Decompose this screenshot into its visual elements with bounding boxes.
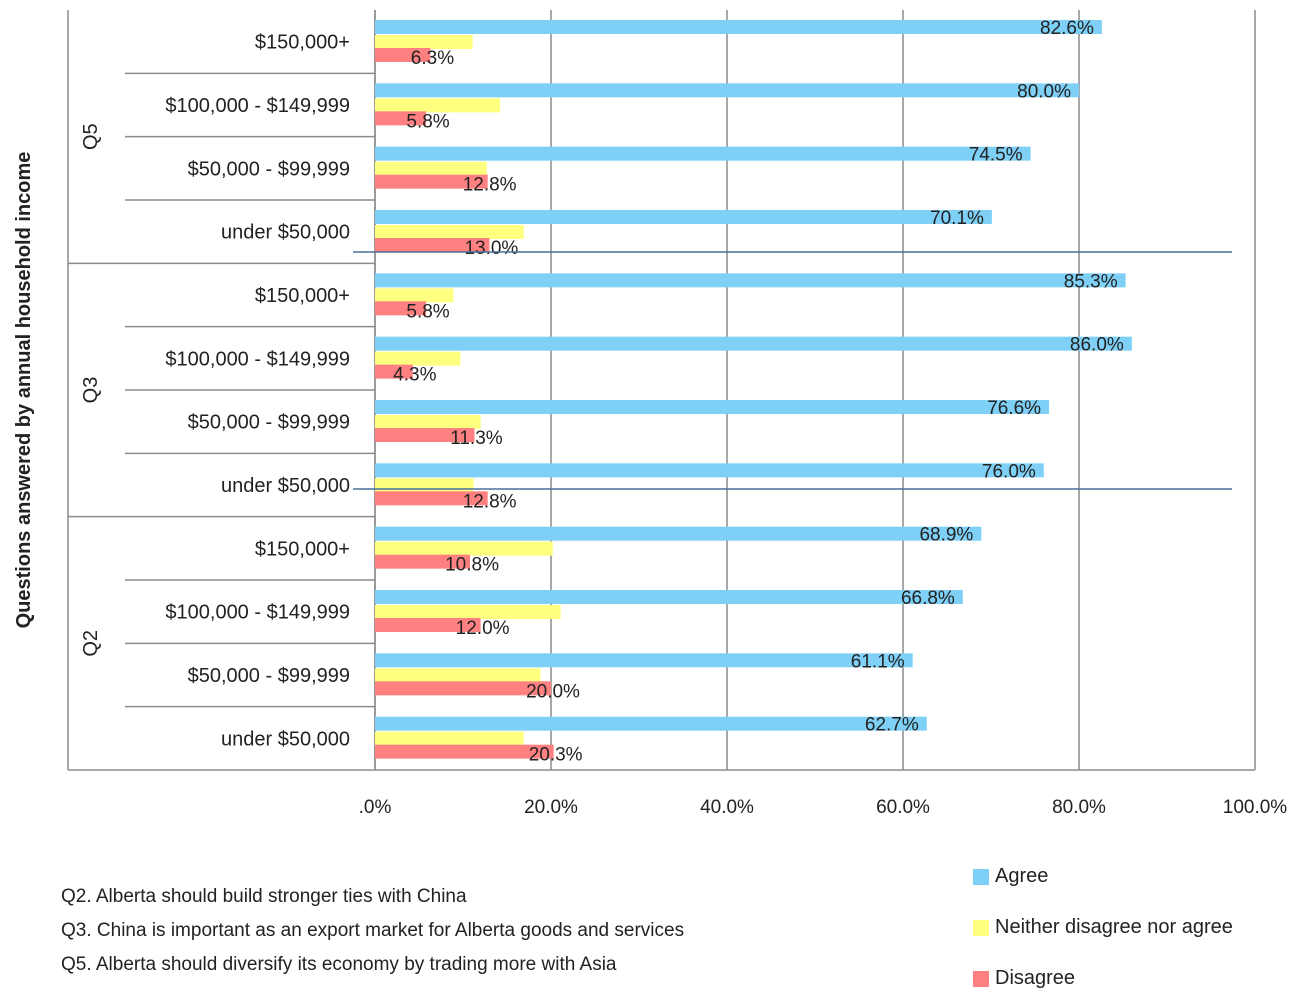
category-label-q3-0: $150,000+ <box>255 285 350 307</box>
bar-neither-disagree-nor-agree-0 <box>375 35 473 49</box>
bar-disagree-2 <box>375 174 488 189</box>
bar-disagree-5 <box>375 364 413 379</box>
bar-neither-disagree-nor-agree-6 <box>375 415 481 429</box>
legend-swatch-disagree <box>973 970 989 987</box>
bar-neither-disagree-nor-agree-5 <box>375 351 461 366</box>
data-label-disagree-6: 11.3% <box>450 428 503 449</box>
data-label-agree-7: 76.0% <box>982 461 1036 482</box>
data-label-agree-2: 74.5% <box>969 145 1023 166</box>
note-q3: Q3. China is important as an export mark… <box>61 920 685 941</box>
data-label-disagree-4: 5.8% <box>406 301 449 322</box>
bar-disagree-1 <box>375 111 427 126</box>
legend-label-agree: Agree <box>995 865 1049 887</box>
legend-item-neither: Neither disagree nor agree <box>973 916 1233 939</box>
bar-agree-2 <box>375 146 1031 161</box>
data-label-disagree-8: 10.8% <box>445 555 499 576</box>
bar-disagree-9 <box>375 618 481 632</box>
data-label-disagree-3: 13.0% <box>464 238 518 259</box>
note-q5: Q5. Alberta should diversify its economy… <box>61 954 617 975</box>
bar-agree-3 <box>375 210 992 224</box>
bar-disagree-10 <box>375 681 551 696</box>
legend-swatch-neither <box>973 919 989 936</box>
category-label-q2-0: $150,000+ <box>255 538 350 560</box>
bar-neither-disagree-nor-agree-8 <box>375 541 553 556</box>
category-label-q3-1: $100,000 - $149,999 <box>165 348 350 370</box>
bar-agree-8 <box>375 526 982 541</box>
bar-agree-9 <box>375 590 963 604</box>
data-label-disagree-7: 12.8% <box>463 491 517 512</box>
bar-disagree-7 <box>375 491 488 506</box>
legend-label-disagree: Disagree <box>995 967 1076 989</box>
data-label-disagree-5: 4.3% <box>393 365 436 386</box>
category-label-q5-1: $100,000 - $149,999 <box>165 95 350 117</box>
bar-neither-disagree-nor-agree-1 <box>375 98 500 113</box>
category-label-q5-0: $150,000+ <box>255 32 350 54</box>
category-label-q2-3: under $50,000 <box>221 728 350 750</box>
bar-disagree-0 <box>375 48 431 62</box>
data-label-agree-10: 61.1% <box>851 651 905 672</box>
x-tick-label-5: 100.0% <box>1223 797 1288 818</box>
x-tick-label-0: .0% <box>359 797 392 818</box>
data-label-disagree-1: 5.8% <box>406 111 449 132</box>
bar-agree-6 <box>375 400 1050 414</box>
data-label-disagree-2: 12.8% <box>463 175 517 196</box>
bar-disagree-8 <box>375 554 471 569</box>
data-label-agree-11: 62.7% <box>865 715 919 736</box>
bar-disagree-6 <box>375 428 475 442</box>
category-label-q2-1: $100,000 - $149,999 <box>165 602 350 624</box>
data-label-agree-9: 66.8% <box>901 588 955 609</box>
y-axis-title: Questions answered by annual household i… <box>13 152 35 629</box>
bar-agree-1 <box>375 83 1079 98</box>
data-label-disagree-11: 20.3% <box>529 745 583 766</box>
bar-neither-disagree-nor-agree-7 <box>375 478 474 493</box>
data-label-disagree-10: 20.0% <box>526 681 580 702</box>
bar-agree-4 <box>375 273 1126 288</box>
bar-neither-disagree-nor-agree-10 <box>375 668 541 683</box>
bar-agree-10 <box>375 653 913 668</box>
bar-neither-disagree-nor-agree-11 <box>375 731 524 746</box>
bar-neither-disagree-nor-agree-9 <box>375 605 561 619</box>
legend-label-neither: Neither disagree nor agree <box>995 916 1233 938</box>
data-label-disagree-9: 12.0% <box>456 618 510 639</box>
category-label-q3-3: under $50,000 <box>221 475 350 497</box>
data-label-agree-8: 68.9% <box>919 525 973 546</box>
category-label-q2-2: $50,000 - $99,999 <box>188 665 350 687</box>
x-tick-label-2: 40.0% <box>700 797 754 818</box>
note-q2: Q2. Alberta should build stronger ties w… <box>61 886 467 907</box>
data-label-agree-4: 85.3% <box>1064 271 1118 292</box>
data-label-agree-1: 80.0% <box>1017 81 1071 102</box>
data-label-agree-5: 86.0% <box>1070 335 1124 356</box>
legend-item-disagree: Disagree <box>973 967 1075 990</box>
bar-agree-5 <box>375 336 1132 351</box>
bar-disagree-11 <box>375 744 554 759</box>
legend-swatch-agree <box>973 868 989 885</box>
bar-neither-disagree-nor-agree-2 <box>375 161 487 176</box>
data-label-agree-3: 70.1% <box>930 208 984 229</box>
x-tick-label-3: 60.0% <box>876 797 930 818</box>
x-tick-label-4: 80.0% <box>1052 797 1106 818</box>
category-label-q5-2: $50,000 - $99,999 <box>188 158 350 180</box>
bar-disagree-3 <box>375 238 490 252</box>
data-label-agree-0: 82.6% <box>1040 18 1094 39</box>
bar-agree-0 <box>375 20 1102 34</box>
group-label-q3: Q3 <box>80 377 102 404</box>
bar-neither-disagree-nor-agree-3 <box>375 225 524 239</box>
bar-agree-7 <box>375 463 1044 478</box>
category-label-q3-2: $50,000 - $99,999 <box>188 412 350 434</box>
group-label-q5: Q5 <box>80 123 102 150</box>
bar-agree-11 <box>375 716 927 731</box>
legend-item-agree: Agree <box>973 865 1048 888</box>
category-label-q5-3: under $50,000 <box>221 222 350 244</box>
bar-neither-disagree-nor-agree-4 <box>375 288 454 303</box>
group-label-q2: Q2 <box>80 630 102 657</box>
data-label-agree-6: 76.6% <box>987 398 1041 419</box>
data-label-disagree-0: 6.3% <box>411 48 454 69</box>
bar-disagree-4 <box>375 301 427 316</box>
x-tick-label-1: 20.0% <box>524 797 578 818</box>
